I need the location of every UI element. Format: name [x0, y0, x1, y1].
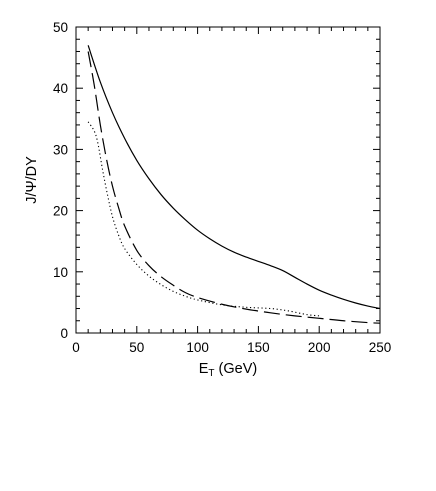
series-line-solid — [87, 45, 381, 310]
series-line-dotted — [87, 121, 320, 317]
x-axis-label-unit: (GeV) — [215, 361, 258, 377]
y-tick-label: 20 — [53, 204, 68, 219]
x-tick-label: 0 — [72, 340, 80, 355]
x-tick-label: 50 — [129, 340, 144, 355]
series-line-dashed — [87, 51, 381, 324]
y-tick-label: 30 — [53, 142, 68, 157]
plot-frame — [75, 26, 381, 334]
x-tick-label: 150 — [247, 340, 270, 355]
y-tick-label: 10 — [53, 265, 68, 280]
x-tick-label: 200 — [308, 340, 331, 355]
y-axis-label: J/Ψ/DY — [24, 156, 40, 204]
axis-tick-labels: 0 50 100 150 200 250 0 10 20 30 40 50 — [53, 20, 391, 355]
series-layer — [87, 45, 381, 324]
x-tick-label: 250 — [369, 340, 392, 355]
x-tick-label: 100 — [186, 340, 209, 355]
x-axis-label: ET (GeV) — [199, 361, 257, 379]
axis-ticks — [75, 26, 381, 334]
y-tick-label: 40 — [53, 81, 68, 96]
y-tick-label: 0 — [60, 326, 68, 341]
x-axis-label-subscript: T — [208, 368, 214, 379]
x-axis-label-main: E — [199, 361, 209, 377]
y-tick-label: 50 — [53, 20, 68, 35]
